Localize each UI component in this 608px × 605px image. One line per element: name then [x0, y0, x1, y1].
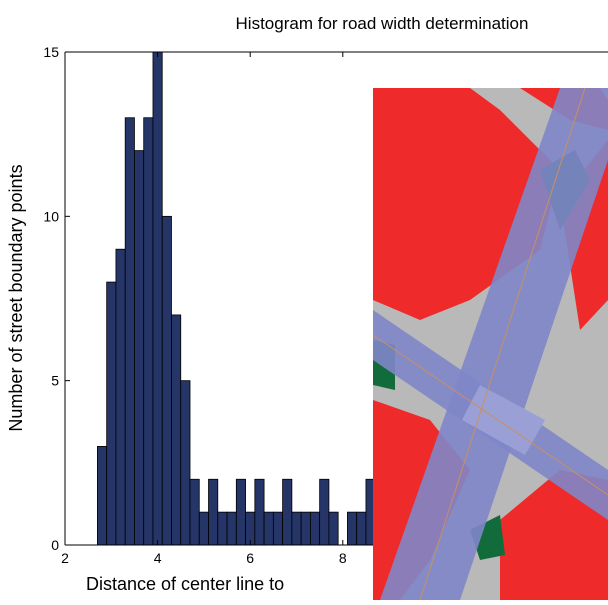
bar	[209, 479, 218, 545]
bar	[357, 512, 366, 545]
bar	[171, 315, 180, 545]
bar	[236, 479, 245, 545]
x-axis-label: Distance of center line to	[86, 574, 284, 594]
x-tick-label: 8	[339, 550, 347, 566]
bar	[134, 151, 143, 545]
x-tick-label: 6	[246, 550, 254, 566]
bar	[227, 512, 236, 545]
bar	[329, 512, 338, 545]
y-axis-label: Number of street boundary points	[6, 164, 26, 431]
bar	[264, 512, 273, 545]
y-tick-label: 15	[43, 44, 59, 60]
bar	[310, 512, 319, 545]
bar	[153, 52, 162, 545]
bar	[255, 479, 264, 545]
bar	[283, 479, 292, 545]
map-inset	[373, 88, 608, 600]
bar	[125, 118, 134, 545]
bar	[107, 282, 116, 545]
bar	[144, 118, 153, 545]
bar	[190, 479, 199, 545]
chart-title: Histogram for road width determination	[236, 14, 529, 33]
bar	[292, 512, 301, 545]
y-tick-label: 5	[51, 373, 59, 389]
y-tick-label: 0	[51, 537, 59, 553]
x-tick-label: 4	[154, 550, 162, 566]
bar	[199, 512, 208, 545]
bar	[162, 216, 171, 545]
chart: Histogram for road width determination N…	[0, 0, 608, 600]
bar	[301, 512, 310, 545]
bar	[97, 446, 106, 545]
x-tick-label: 2	[61, 550, 69, 566]
bar	[181, 381, 190, 545]
bar	[273, 512, 282, 545]
y-tick-label: 10	[43, 208, 59, 224]
bar	[116, 249, 125, 545]
bar	[320, 479, 329, 545]
bar	[218, 512, 227, 545]
bar	[347, 512, 356, 545]
